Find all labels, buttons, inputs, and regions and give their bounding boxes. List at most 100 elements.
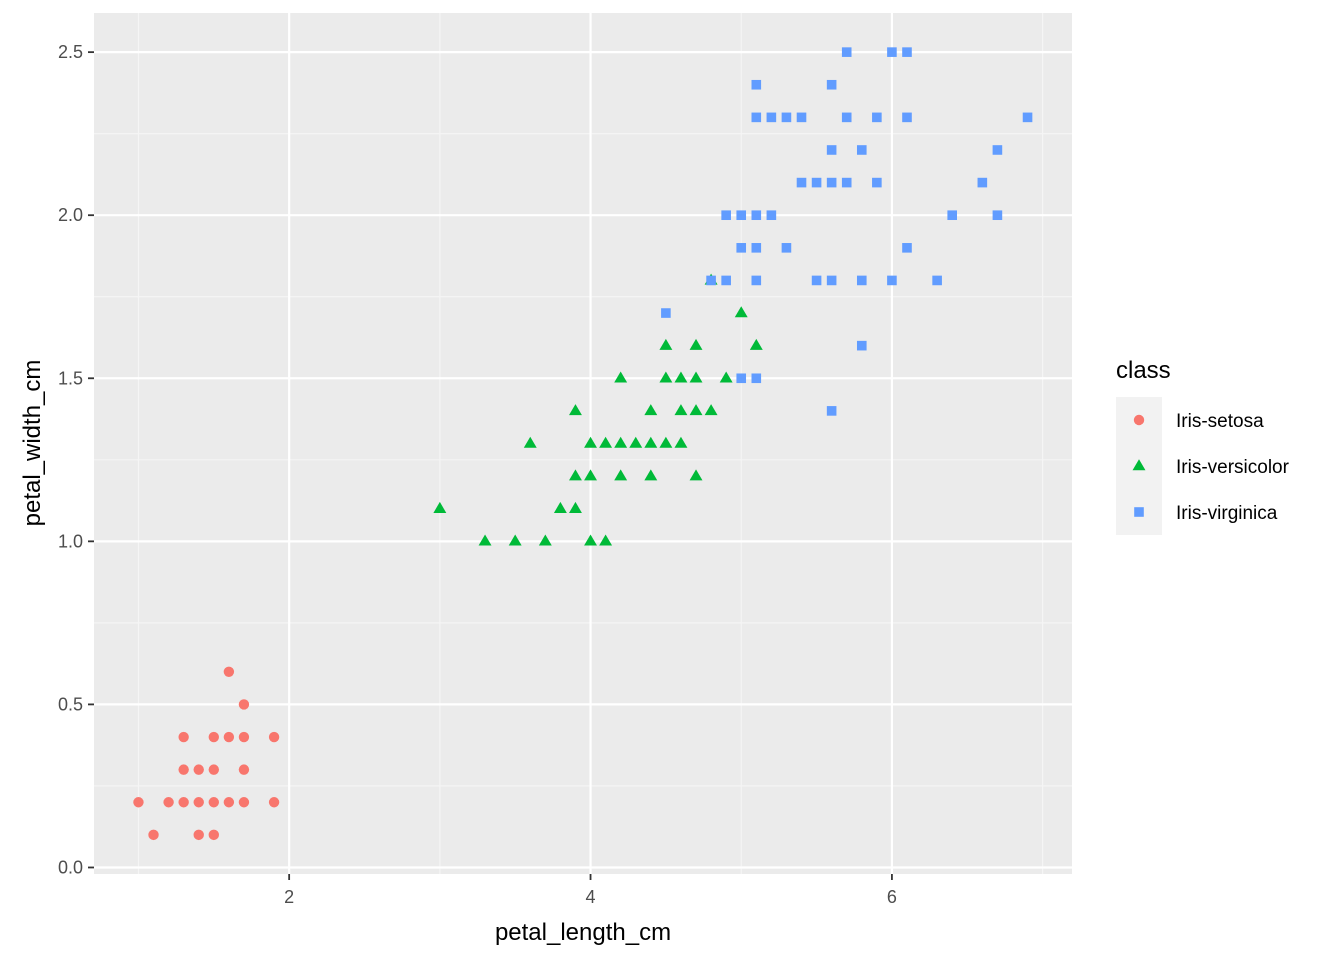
data-point	[599, 436, 613, 448]
x-tick-label: 4	[586, 887, 596, 907]
data-point	[223, 666, 235, 677]
data-point	[766, 210, 777, 221]
data-point	[178, 764, 189, 775]
data-point	[704, 404, 718, 416]
data-point	[163, 797, 174, 808]
data-point	[614, 436, 628, 448]
data-point	[856, 340, 867, 351]
data-point	[238, 797, 250, 808]
legend-label: Iris-versicolor	[1176, 457, 1290, 478]
y-axis-title: petal_width_cm	[19, 360, 46, 527]
data-point	[223, 731, 235, 743]
grid-major	[94, 13, 1072, 874]
data-point	[856, 145, 867, 155]
data-point	[887, 275, 897, 286]
data-point	[193, 764, 204, 775]
data-point	[661, 308, 671, 318]
data-point	[796, 177, 807, 188]
data-point	[706, 275, 716, 286]
data-point	[569, 501, 582, 513]
data-point	[614, 469, 628, 481]
data-point	[826, 275, 837, 286]
data-points	[133, 47, 1033, 841]
data-point	[223, 797, 235, 808]
data-point	[751, 79, 762, 90]
data-point	[674, 404, 688, 416]
series-iris-setosa	[133, 666, 280, 841]
data-point	[569, 404, 582, 416]
data-point	[734, 306, 748, 318]
data-point	[721, 275, 731, 286]
legend-item: Iris-virginica	[1116, 489, 1278, 535]
data-point	[902, 47, 912, 57]
data-point	[689, 371, 703, 383]
data-point	[208, 829, 220, 841]
data-point	[841, 177, 852, 188]
data-point	[736, 373, 747, 384]
data-point	[751, 210, 762, 221]
series-iris-virginica	[661, 47, 1033, 416]
data-point	[826, 145, 837, 155]
data-point	[659, 436, 673, 448]
data-point	[614, 371, 628, 383]
data-point	[781, 243, 792, 253]
data-point	[268, 731, 280, 743]
data-point	[751, 373, 762, 384]
data-point	[751, 275, 762, 286]
data-point	[644, 469, 658, 481]
data-point	[749, 338, 763, 350]
y-axis: 0.0 0.5 1.0 1.5 2.0 2.5	[58, 42, 94, 877]
legend-item: Iris-versicolor	[1116, 443, 1290, 489]
data-point	[841, 112, 852, 123]
legend-key-symbol	[1133, 414, 1145, 426]
data-point	[902, 243, 912, 253]
data-point	[584, 534, 597, 546]
legend-items: Iris-setosa Iris-versicolor Iris-virginica	[1116, 397, 1290, 535]
data-point	[826, 406, 837, 416]
data-point	[178, 731, 189, 743]
data-point	[721, 210, 731, 221]
data-point	[193, 797, 204, 808]
data-point	[811, 275, 822, 286]
y-tick-label: 1.0	[58, 531, 83, 551]
data-point	[872, 112, 882, 123]
data-point	[796, 112, 807, 123]
y-tick-label: 1.5	[58, 368, 83, 388]
data-point	[644, 436, 658, 448]
data-point	[719, 371, 733, 383]
legend-key-symbol	[1132, 459, 1146, 471]
y-tick-label: 2.0	[58, 205, 83, 225]
data-point	[268, 797, 280, 808]
legend-label: Iris-setosa	[1176, 411, 1264, 432]
data-point	[674, 436, 688, 448]
data-point	[947, 210, 957, 221]
y-tick-label: 0.5	[58, 694, 83, 714]
data-point	[569, 469, 582, 481]
data-point	[133, 797, 144, 808]
data-point	[659, 371, 673, 383]
data-point	[629, 436, 643, 448]
data-point	[736, 210, 747, 221]
data-point	[689, 469, 703, 481]
legend-item: Iris-setosa	[1116, 397, 1264, 443]
data-point	[208, 797, 220, 808]
data-point	[508, 534, 522, 546]
data-point	[887, 47, 897, 57]
data-point	[178, 797, 189, 808]
legend-key-symbol	[1134, 507, 1144, 517]
data-point	[208, 731, 220, 743]
data-point	[811, 177, 822, 188]
data-point	[478, 534, 492, 546]
x-axis: 2 4 6	[284, 874, 897, 907]
data-point	[977, 177, 988, 188]
data-point	[193, 829, 204, 841]
data-point	[1022, 112, 1033, 123]
legend-label: Iris-virginica	[1176, 503, 1278, 524]
data-point	[584, 436, 597, 448]
data-point	[644, 404, 658, 416]
data-point	[856, 275, 867, 286]
data-point	[902, 112, 912, 123]
data-point	[751, 243, 762, 253]
x-axis-title: petal_length_cm	[495, 919, 671, 946]
data-point	[841, 47, 852, 57]
